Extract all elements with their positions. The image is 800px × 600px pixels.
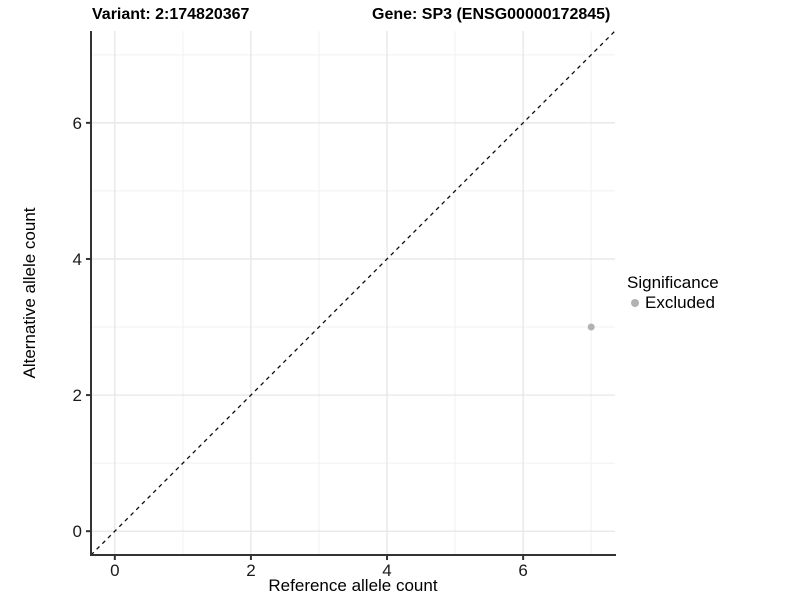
plot-title-variant: Variant: 2:174820367 <box>92 6 250 23</box>
x-axis-label: Reference allele count <box>268 576 438 595</box>
plot-panel: 0 0 2 2 4 4 6 6 <box>73 30 616 580</box>
x-tick-label: 6 <box>518 561 527 580</box>
legend-item-excluded: Excluded <box>631 293 719 312</box>
y-tick-label: 4 <box>73 250 82 269</box>
y-tick-label: 0 <box>73 522 82 541</box>
legend-key-dot-icon <box>631 298 639 307</box>
legend-item-label: Excluded <box>645 293 715 312</box>
identity-dashed-line <box>90 30 616 556</box>
plot-title-gene: Gene: SP3 (ENSG00000172845) <box>372 6 611 23</box>
legend-title: Significance <box>627 273 719 292</box>
legend: Significance Excluded <box>627 273 719 312</box>
x-tick-label: 4 <box>382 561 391 580</box>
y-axis-label: Alternative allele count <box>20 207 39 379</box>
y-tick-label: 6 <box>73 114 82 133</box>
y-tick-label: 2 <box>73 386 82 405</box>
data-point <box>587 323 595 331</box>
x-tick-label: 2 <box>246 561 255 580</box>
x-tick-label: 0 <box>110 561 119 580</box>
